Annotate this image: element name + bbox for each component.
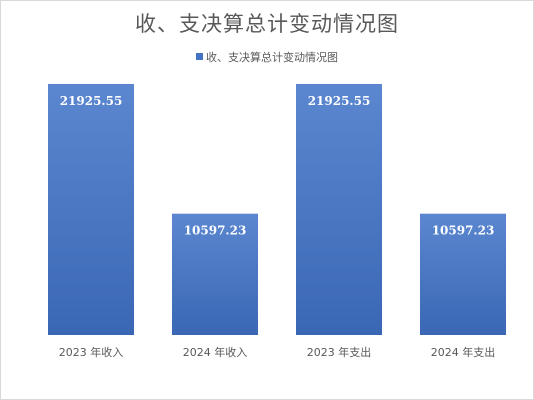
data-label-4: 10597.23 xyxy=(432,224,495,238)
chart-title: 收、支决算总计变动情况图 xyxy=(135,12,399,36)
chart-legend: 收、支决算总计变动情况图 xyxy=(0,49,534,65)
legend-swatch xyxy=(196,53,203,60)
bar-2 xyxy=(172,213,258,335)
data-label-3: 21925.55 xyxy=(308,94,371,108)
x-tick-label-3: 2023 年支出 xyxy=(307,345,372,359)
bar-1 xyxy=(48,84,134,335)
data-label-1: 21925.55 xyxy=(60,94,123,108)
x-tick-label-4: 2024 年支出 xyxy=(431,345,496,359)
data-label-2: 10597.23 xyxy=(184,224,247,238)
x-tick-label-2: 2024 年收入 xyxy=(183,345,248,359)
bar-3 xyxy=(296,84,382,335)
x-tick-label-1: 2023 年收入 xyxy=(59,345,124,359)
bar-4 xyxy=(420,213,506,335)
legend-label: 收、支决算总计变动情况图 xyxy=(206,51,338,64)
